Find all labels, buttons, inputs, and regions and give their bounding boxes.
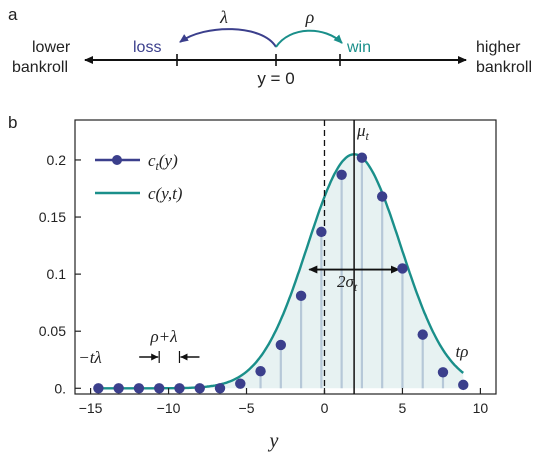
panel-b: b −15 −10 −5 0 5 10 0.0.050.10.150.2 ρ+λ −tλ … [8, 113, 497, 452]
data-points [93, 152, 469, 394]
data-point [417, 329, 428, 340]
x-tick-label: 0 [321, 400, 329, 416]
y-ticks: 0. 0.05 0.1 0.15 0.2 [39, 152, 81, 396]
rho-label: ρ [305, 7, 315, 27]
data-point [113, 383, 124, 394]
sigma-label: 2σt [337, 272, 358, 294]
data-point [154, 383, 165, 394]
higher-bankroll-line1: higher [476, 39, 521, 56]
data-point [214, 383, 226, 394]
data-point [93, 383, 104, 394]
right-end-label: tρ [456, 342, 469, 361]
data-point [437, 367, 449, 378]
loss-label: loss [133, 39, 161, 56]
panel-a-label: a [8, 5, 18, 24]
x-tick-label: 5 [399, 400, 407, 416]
win-label: win [346, 39, 371, 56]
x-axis-label: y [268, 430, 279, 452]
x-tick-label: 10 [473, 400, 489, 416]
x-tick-label: −15 [79, 400, 103, 416]
y-tick-label: 0.15 [39, 209, 66, 225]
stem-lines [239, 157, 465, 389]
plot-frame [74, 119, 497, 395]
y-tick-label: 0.2 [47, 152, 67, 168]
legend-marker-ct [112, 155, 122, 165]
lambda-label: λ [219, 7, 228, 27]
lower-bankroll-line2: bankroll [12, 59, 68, 76]
panel-b-label: b [8, 113, 17, 132]
data-point [174, 383, 185, 394]
mu-label: μt [356, 121, 370, 143]
data-point [133, 383, 145, 394]
x-tick-label: −10 [157, 400, 181, 416]
data-point [376, 191, 388, 202]
data-point [275, 339, 287, 351]
higher-bankroll-line2: bankroll [476, 59, 532, 76]
data-point [255, 365, 266, 377]
panel-a: a lower bankroll higher bankroll λ ρ los… [8, 5, 532, 88]
x-tick-label: −5 [239, 400, 255, 416]
data-point [194, 383, 205, 394]
step-label: ρ+λ [150, 327, 178, 346]
curve-fill-area [98, 154, 464, 389]
y-tick-label: 0. [54, 380, 66, 396]
data-point [295, 290, 307, 302]
legend-label-ct: ct(y) [148, 151, 178, 173]
legend: ct(y) c(y,t) [95, 151, 183, 203]
lower-bankroll-line1: lower [32, 39, 71, 56]
x-ticks: −15 −10 −5 0 5 10 [79, 388, 489, 416]
y-tick-label: 0.1 [47, 266, 67, 282]
y-tick-label: 0.05 [39, 323, 66, 339]
data-point [235, 378, 246, 389]
left-end-label: −tλ [78, 348, 102, 367]
legend-label-cyt: c(y,t) [148, 184, 183, 203]
win-arrow [275, 29, 343, 48]
data-point [336, 169, 347, 180]
loss-arrow [179, 28, 277, 48]
data-point [316, 226, 327, 238]
data-point [458, 379, 469, 391]
y-zero-label: y = 0 [257, 69, 294, 88]
data-point [397, 263, 408, 274]
data-point [356, 152, 368, 163]
